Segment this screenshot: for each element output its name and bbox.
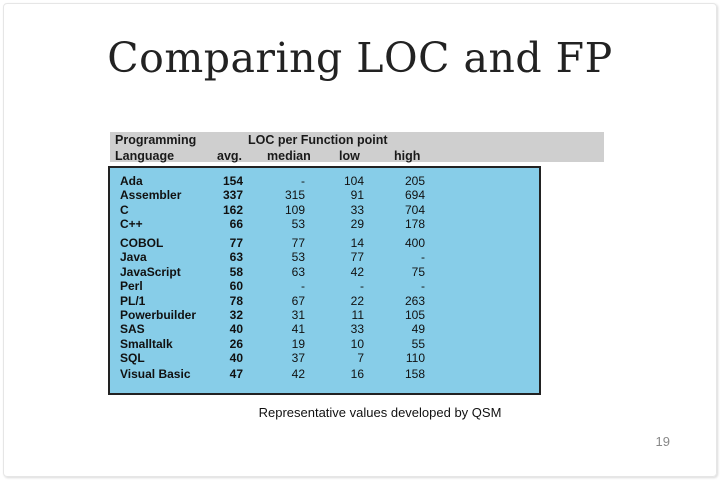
- cell-high: 400: [404, 236, 425, 250]
- table-row: Visual Basic 47 42 16 158: [110, 367, 539, 381]
- header-language: Language: [115, 149, 175, 163]
- cell-median: 53: [291, 250, 305, 264]
- cell-low: 22: [350, 294, 364, 308]
- table-row: C 162 109 33 704: [110, 203, 539, 217]
- cell-lang: SQL: [120, 351, 145, 365]
- cell-median: 67: [291, 294, 305, 308]
- table-row: SQL 40 37 7 110: [110, 351, 539, 365]
- cell-low: 16: [350, 367, 364, 381]
- header-median: median: [267, 149, 311, 163]
- table-row: Java 63 53 77 -: [110, 250, 539, 264]
- cell-low: 77: [350, 250, 364, 264]
- cell-avg: 154: [222, 174, 243, 188]
- cell-high: 55: [411, 337, 425, 351]
- data-table: Ada 154-104 205 Assembler 337 315 91 694 C 162 109…: [108, 166, 541, 395]
- cell-median: 77: [291, 236, 305, 250]
- cell-avg: 63: [229, 250, 243, 264]
- cell-avg: 58: [229, 265, 243, 279]
- cell-avg: 47: [229, 367, 243, 381]
- cell-high: 694: [404, 188, 425, 202]
- table-row: Powerbuilder 32 31 11 105: [110, 308, 539, 322]
- cell-high: 704: [404, 203, 425, 217]
- cell-low: 33: [350, 203, 364, 217]
- cell-high: 49: [411, 322, 425, 336]
- cell-low: 33: [350, 322, 364, 336]
- table-row: Smalltalk 26 19 10 55: [110, 337, 539, 351]
- page-number: 19: [655, 434, 670, 449]
- cell-lang: Assembler: [120, 188, 182, 202]
- header-loc-per-fp: LOC per Function point: [248, 133, 388, 147]
- cell-high: 105: [404, 308, 425, 322]
- cell-median: 53: [291, 217, 305, 231]
- slide-frame: [3, 3, 717, 477]
- cell-lang: Powerbuilder: [120, 308, 197, 322]
- cell-avg: 60: [229, 279, 243, 293]
- cell-high: 178: [404, 217, 425, 231]
- cell-high: 205: [404, 174, 425, 188]
- cell-high: -: [421, 279, 425, 293]
- cell-median: -: [301, 279, 305, 293]
- cell-avg: 26: [229, 337, 243, 351]
- cell-lang: Java: [120, 250, 147, 264]
- cell-avg: 40: [229, 322, 243, 336]
- cell-high: 75: [411, 265, 425, 279]
- cell-median: 109: [284, 203, 305, 217]
- table-row: Assembler 337 315 91 694: [110, 188, 539, 202]
- cell-lang: Smalltalk: [120, 337, 173, 351]
- cell-median: 42: [291, 367, 305, 381]
- cell-high: 158: [404, 367, 425, 381]
- cell-low: 42: [350, 265, 364, 279]
- cell-lang: SAS: [120, 322, 145, 336]
- cell-avg: 162: [222, 203, 243, 217]
- header-avg: avg.: [217, 149, 243, 163]
- cell-low: 14: [350, 236, 364, 250]
- cell-median: 315: [284, 188, 305, 202]
- cell-lang: Visual Basic: [120, 367, 191, 381]
- caption: Representative values developed by QSM: [258, 405, 502, 420]
- cell-median: 31: [291, 308, 305, 322]
- cell-avg: 78: [229, 294, 243, 308]
- cell-lang: JavaScript: [120, 265, 181, 279]
- cell-avg: 40: [229, 351, 243, 365]
- header-low: low: [339, 149, 360, 163]
- cell-median: 19: [291, 337, 305, 351]
- cell-low: -: [360, 279, 364, 293]
- cell-lang: C++: [120, 217, 143, 231]
- cell-avg: 337: [222, 188, 243, 202]
- cell-median: 41: [291, 322, 305, 336]
- header-programming: Programming: [115, 133, 197, 147]
- cell-low: 91: [350, 188, 364, 202]
- cell-median: 63: [291, 265, 305, 279]
- cell-avg: 77: [229, 236, 243, 250]
- cell-high: 110: [405, 351, 425, 365]
- cell-low: 10: [350, 337, 364, 351]
- cell-high: -: [421, 250, 425, 264]
- cell-lang: COBOL: [120, 236, 164, 250]
- cell-lang: Perl: [120, 279, 143, 293]
- cell-low: 11: [351, 308, 364, 322]
- table-row: PL/1 78 67 22 263: [110, 294, 539, 308]
- cell-low: 29: [350, 217, 364, 231]
- table-row: Ada 154 - 104 205: [110, 174, 539, 188]
- cell-low: 104: [343, 174, 364, 188]
- cell-lang: C: [120, 203, 129, 217]
- header-high: high: [394, 149, 421, 163]
- cell-lang: Ada: [120, 174, 143, 188]
- cell-avg: 32: [229, 308, 243, 322]
- table-row: COBOL 77 77 14 400: [110, 236, 539, 250]
- cell-high: 263: [404, 294, 425, 308]
- cell-lang: PL/1: [120, 294, 146, 308]
- table-row: Perl 60 - - -: [110, 279, 539, 293]
- cell-avg: 66: [229, 217, 243, 231]
- slide-title: Comparing LOC and FP: [107, 34, 613, 82]
- table-row: JavaScript 58 63 42 75: [110, 265, 539, 279]
- table-header: Programming LOC per Function point Langu…: [110, 132, 604, 163]
- cell-median: 37: [291, 351, 305, 365]
- cell-low: 7: [357, 351, 364, 365]
- table-row: SAS 40 41 33 49: [110, 322, 539, 336]
- table-row: C++ 66 53 29 178: [110, 217, 539, 231]
- cell-median: -: [301, 174, 305, 188]
